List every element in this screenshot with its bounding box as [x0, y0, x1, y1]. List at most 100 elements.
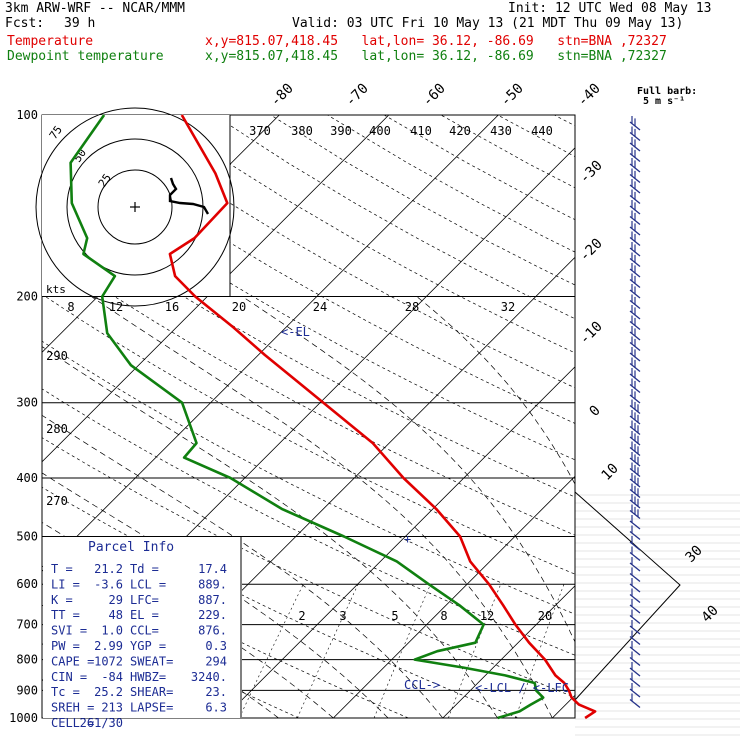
parcel-value: 0.3 — [205, 639, 227, 653]
plot-frame — [41, 114, 576, 719]
isotherm-label: -80 — [268, 81, 297, 110]
model-title: 3km ARW-WRF -- NCAR/MMM — [5, 1, 186, 16]
mixing-ratio-line — [297, 584, 359, 718]
parcel-key: T = — [51, 562, 73, 576]
dry-adiabat — [42, 247, 575, 536]
speed-tick-label: 28 — [405, 300, 419, 314]
parcel-key: SWEAT= — [130, 654, 173, 668]
pressure-tick-label: 1000 — [9, 711, 38, 725]
parcel-key: Tc = — [51, 685, 80, 699]
hodograph-ring-label: 75 — [47, 123, 65, 141]
parcel-key: LFC= — [130, 593, 159, 607]
parcel-value: 48 — [109, 608, 123, 622]
parcel-key: LI = — [51, 577, 80, 591]
sounding-lines — [69, 114, 597, 720]
parcel-title: Parcel Info — [88, 540, 174, 555]
parcel-value: 17.4 — [198, 562, 227, 576]
parcel-key: PW = — [51, 639, 80, 653]
parcel-value: 1072 — [94, 654, 123, 668]
dewpoint-location: x,y=815.07,418.45 lat,lon= 36.12, -86.69… — [205, 49, 667, 64]
pressure-tick-label: 900 — [16, 683, 38, 697]
dry-adiabat — [42, 437, 575, 698]
hodograph-ring — [97, 169, 173, 245]
parcel-key: YGP = — [130, 639, 166, 653]
mixing-ratio-label: 20 — [538, 609, 552, 623]
parcel-value: 1.0 — [101, 624, 123, 638]
theta-label: 440 — [531, 124, 553, 138]
dry-adiabat — [42, 293, 575, 575]
isotherm-label: -10 — [577, 319, 606, 348]
theta-label: 290 — [46, 349, 68, 363]
mixing-ratio-label: 5 — [391, 609, 398, 623]
pressure-tick-label: 800 — [16, 653, 38, 667]
parcel-value: 25.2 — [94, 685, 123, 699]
speed-tick-label: 20 — [232, 300, 246, 314]
parcel-key: LCL = — [130, 577, 166, 591]
isotherm-line — [442, 585, 575, 718]
isotherm-line — [42, 115, 390, 463]
parcel-key: SREH = — [51, 701, 94, 715]
theta-label: 430 — [490, 124, 512, 138]
pressure-tick-label: 500 — [16, 529, 38, 543]
isotherm-label: -30 — [577, 158, 606, 187]
parcel-value: 23. — [205, 685, 227, 699]
isotherm-line — [42, 115, 499, 572]
parcel-value: 876. — [198, 624, 227, 638]
temperature-location: x,y=815.07,418.45 lat,lon= 36.12, -86.69… — [205, 34, 667, 49]
hodograph-ring-label: 25 — [96, 171, 114, 189]
mixing-ratio-line — [373, 584, 431, 718]
parcel-key: EL = — [130, 608, 159, 622]
parcel-key: CAPE = — [51, 654, 94, 668]
mixing-ratio-label: 8 — [440, 609, 447, 623]
speed-tick-label: 16 — [165, 300, 179, 314]
mixing-ratio-label: 12 — [480, 609, 494, 623]
ccl-marker: CCL-> — [404, 678, 440, 692]
parcel-value: -3.6 — [94, 577, 123, 591]
parcel-value: 887. — [198, 593, 227, 607]
parcel-key: LAPSE= — [130, 701, 173, 715]
hodograph-ring — [35, 107, 235, 307]
dry-adiabat — [42, 157, 575, 461]
pressure-tick-label: 700 — [16, 618, 38, 632]
pressure-tick-label: 600 — [16, 577, 38, 591]
parcel-value: 3240. — [191, 670, 227, 684]
wind-barbs — [629, 116, 641, 709]
theta-label: 270 — [46, 494, 68, 508]
temperature-legend: Temperature — [7, 34, 94, 49]
theta-label: 410 — [410, 124, 432, 138]
parcel-value: 261/30 — [80, 716, 123, 730]
parcel-value: 229. — [198, 608, 227, 622]
moist-adiabat — [91, 296, 553, 718]
parcel-key: Td = — [130, 562, 159, 576]
parcel-info-box: Parcel Info T = 21.2 Td = 17.4 LI = -3.6 LCL = 8… — [43, 537, 242, 730]
dewpoint-line — [69, 114, 545, 720]
isotherm-label: -40 — [575, 81, 604, 110]
parcel-key: SVI = — [51, 624, 87, 638]
isotherm-label: -70 — [343, 81, 372, 110]
parcel-value: 29 — [109, 593, 123, 607]
parcel-value: 294 — [205, 654, 227, 668]
isotherm-label: -60 — [420, 81, 449, 110]
el-marker: <-EL — [281, 325, 310, 339]
hodograph-ring-label: 50 — [71, 146, 89, 164]
parcel-value: 2.99 — [94, 639, 123, 653]
isotherm-line — [333, 475, 575, 718]
barb-legend-line1: Full barb: — [637, 86, 697, 97]
dewpoint-legend: Dewpoint temperature — [7, 49, 164, 64]
speed-tick-label: 32 — [501, 300, 515, 314]
hatch-background — [575, 492, 740, 740]
speed-tick-label: 12 — [109, 300, 123, 314]
parcel-key: K = — [51, 593, 73, 607]
dry-adiabat — [42, 340, 575, 615]
parcel-value: 21.2 — [94, 562, 123, 576]
parcel-key: CIN = — [51, 670, 87, 684]
speed-tick-label: 8 — [67, 300, 74, 314]
barb-legend: Full barb: 5 m s⁻¹ — [637, 86, 697, 107]
mixing-ratio-line — [239, 584, 304, 718]
valid-time: Valid: 03 UTC Fri 10 May 13 (21 MDT Thu … — [292, 16, 684, 31]
hodograph-trace — [168, 177, 210, 215]
moist-adiabat — [242, 296, 575, 643]
forecast-label: Fcst: — [5, 16, 45, 31]
